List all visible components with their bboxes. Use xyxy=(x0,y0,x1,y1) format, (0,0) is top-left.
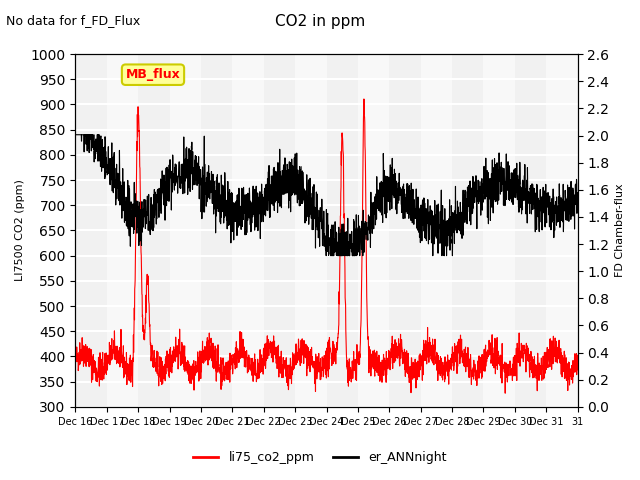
Bar xyxy=(358,54,389,407)
Bar xyxy=(107,54,138,407)
Text: MB_flux: MB_flux xyxy=(125,68,180,81)
Bar xyxy=(170,54,201,407)
Bar xyxy=(483,54,515,407)
Y-axis label: FD Chamber-flux: FD Chamber-flux xyxy=(615,184,625,277)
Bar xyxy=(76,54,107,407)
Bar xyxy=(546,54,577,407)
Bar xyxy=(389,54,420,407)
Bar xyxy=(295,54,326,407)
Bar xyxy=(138,54,170,407)
Bar xyxy=(452,54,483,407)
Bar xyxy=(326,54,358,407)
Bar xyxy=(420,54,452,407)
Y-axis label: LI7500 CO2 (ppm): LI7500 CO2 (ppm) xyxy=(15,180,25,281)
Text: CO2 in ppm: CO2 in ppm xyxy=(275,14,365,29)
Legend: li75_co2_ppm, er_ANNnight: li75_co2_ppm, er_ANNnight xyxy=(188,446,452,469)
Bar xyxy=(201,54,232,407)
Text: No data for f_FD_Flux: No data for f_FD_Flux xyxy=(6,14,141,27)
Bar xyxy=(515,54,546,407)
Bar xyxy=(232,54,264,407)
Bar xyxy=(264,54,295,407)
